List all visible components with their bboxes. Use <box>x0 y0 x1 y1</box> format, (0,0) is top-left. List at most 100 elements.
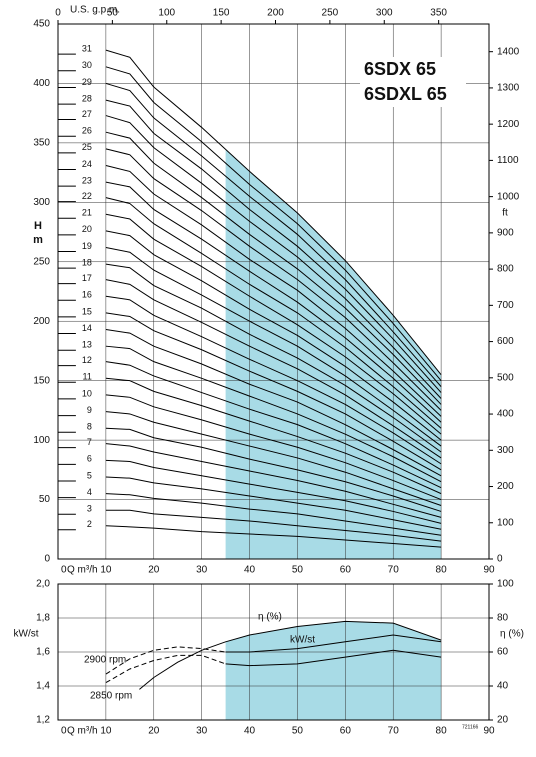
y-tick-label: 300 <box>33 197 50 208</box>
curve <box>105 411 442 506</box>
curve <box>105 361 442 489</box>
y-axis-label: kW/st <box>14 629 39 640</box>
top-axis-label: U.S. g.p.m. <box>70 5 120 16</box>
stage-label: 17 <box>82 273 92 283</box>
y-tick-label: 100 <box>33 435 50 446</box>
stage-label: 7 <box>87 437 92 447</box>
curve <box>105 295 442 465</box>
title-box <box>360 57 466 107</box>
stage-label: 5 <box>87 470 92 480</box>
stage-label: 8 <box>87 422 92 432</box>
y2-tick-label: 1200 <box>497 119 520 130</box>
stage-label: 13 <box>82 340 92 350</box>
curve <box>105 181 442 423</box>
x-tick-label: 90 <box>483 726 495 737</box>
curve <box>105 493 442 536</box>
y2-tick-label: 1300 <box>497 83 520 94</box>
x-tick-label: 0 <box>61 726 67 737</box>
y2-tick-label: 1000 <box>497 191 520 202</box>
curve <box>105 427 442 512</box>
y-tick-label: 1,4 <box>36 681 50 692</box>
y-tick-label: 1,2 <box>36 715 50 726</box>
stage-label: 27 <box>82 109 92 119</box>
y2-tick-label: 80 <box>497 613 509 624</box>
y2-tick-label: 1100 <box>497 155 519 166</box>
y2-tick-label: 400 <box>497 409 514 420</box>
x-tick-label: 80 <box>436 565 448 576</box>
curve <box>105 99 442 393</box>
stage-label: 22 <box>82 191 92 201</box>
y2-tick-label: 100 <box>497 579 514 590</box>
curve <box>105 394 442 501</box>
curve <box>105 459 442 524</box>
y-tick-label: 1,8 <box>36 613 50 624</box>
x-tick-label: 10 <box>100 565 112 576</box>
stage-label: 9 <box>87 405 92 415</box>
stage-label: 3 <box>87 504 92 514</box>
y-tick-label: 450 <box>33 19 50 30</box>
curve <box>105 213 442 435</box>
y2-tick-label: 200 <box>497 481 514 492</box>
x-tick-label: 90 <box>483 565 495 576</box>
stage-label: 23 <box>82 175 92 185</box>
x-tick-label: 40 <box>244 726 256 737</box>
stage-label: 28 <box>82 93 92 103</box>
curve <box>225 634 442 653</box>
stage-label: 26 <box>82 126 92 136</box>
y2-tick-label: 100 <box>497 517 514 528</box>
stage-label: 29 <box>82 77 92 87</box>
y2-tick-label: 900 <box>497 228 514 239</box>
x-axis-label: Q m³/h <box>67 565 98 576</box>
y2-tick-label: 500 <box>497 372 514 383</box>
x-tick-label: 30 <box>196 565 208 576</box>
stage-label: 6 <box>87 454 92 464</box>
y-tick-label: 350 <box>33 138 50 149</box>
x-tick-label: 50 <box>292 726 304 737</box>
x-tick-label: 40 <box>244 565 256 576</box>
curve <box>139 620 442 690</box>
stage-label: 15 <box>82 306 92 316</box>
curve <box>105 476 442 530</box>
plot-frame <box>57 583 490 721</box>
top-tick-label: 150 <box>213 8 230 19</box>
y2-tick-label: 40 <box>497 681 509 692</box>
y-tick-label: 150 <box>33 375 50 386</box>
y2-tick-label: 300 <box>497 445 514 456</box>
x-tick-label: 60 <box>340 726 352 737</box>
plot-frame <box>57 23 490 560</box>
annotation: kW/st <box>290 635 315 646</box>
y2-tick-label: 1400 <box>497 46 520 57</box>
x-tick-label: 70 <box>388 565 400 576</box>
top-tick-label: 350 <box>430 8 447 19</box>
curve <box>105 525 442 548</box>
y-tick-label: 50 <box>39 494 51 505</box>
x-tick-label: 10 <box>100 726 112 737</box>
y2-tick-label: 60 <box>497 647 509 658</box>
y-tick-label: 400 <box>33 78 50 89</box>
curve <box>105 247 442 447</box>
shaded-area <box>225 621 442 720</box>
curve <box>105 279 442 459</box>
top-tick-label: 200 <box>267 8 284 19</box>
stage-label: 30 <box>82 60 92 70</box>
x-tick-label: 20 <box>148 726 160 737</box>
x-axis-label: Q m³/h <box>67 726 98 737</box>
y2-tick-label: 800 <box>497 264 514 275</box>
x-tick-label: 20 <box>148 565 160 576</box>
curve <box>105 49 442 376</box>
y-tick-label: 0 <box>44 554 50 565</box>
y2-tick-label: 700 <box>497 300 514 311</box>
x-tick-label: 80 <box>436 726 448 737</box>
stage-label: 10 <box>82 388 92 398</box>
stage-label: 20 <box>82 224 92 234</box>
stage-label: 31 <box>82 44 92 54</box>
stage-label: 19 <box>82 241 92 251</box>
y-tick-label: 1,6 <box>36 647 50 658</box>
curve <box>105 312 442 471</box>
curve <box>105 197 442 429</box>
top-tick-label: 50 <box>107 8 119 19</box>
y2-tick-label: 600 <box>497 336 514 347</box>
stage-label: 24 <box>82 159 92 169</box>
x-tick-label: 60 <box>340 565 352 576</box>
